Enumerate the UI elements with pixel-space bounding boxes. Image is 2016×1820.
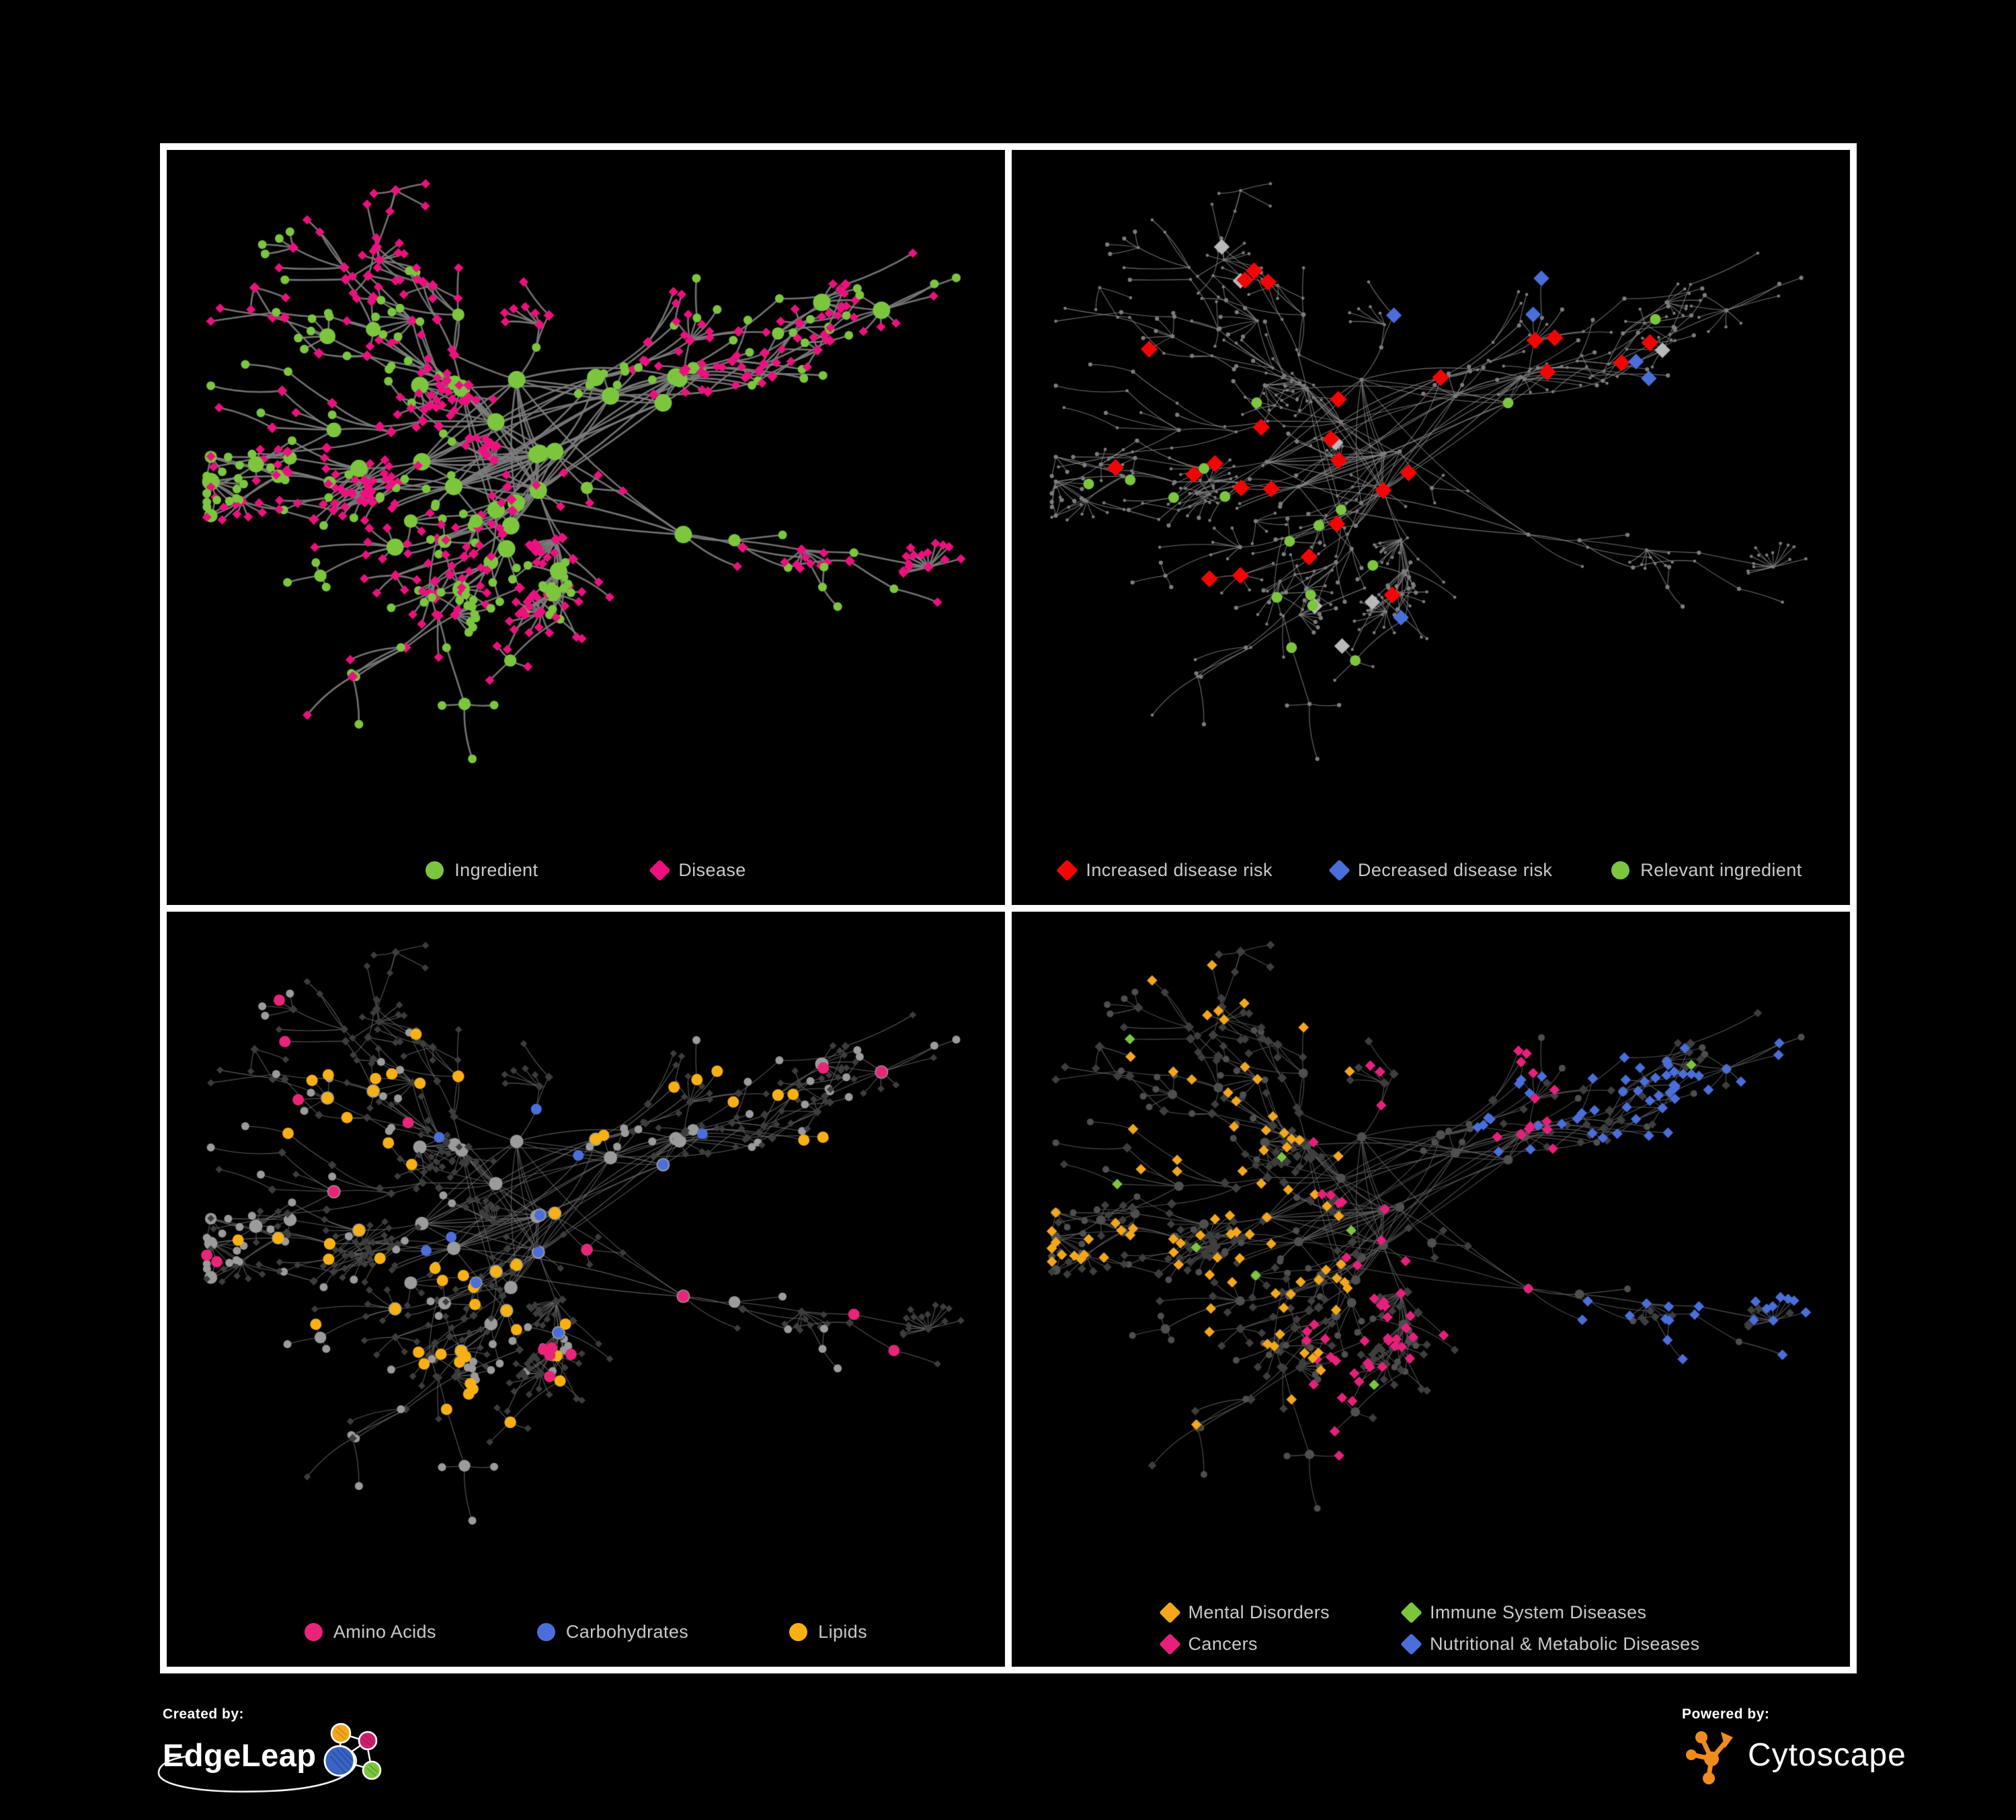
legend-marker-circle-icon xyxy=(426,861,444,879)
legend-label: Disease xyxy=(678,860,746,880)
legend-item: Cancers xyxy=(1158,1633,1258,1655)
edgeleap-credit: Created by: EdgeLeap xyxy=(157,1706,385,1793)
legend-marker-diamond-icon xyxy=(1158,1601,1181,1624)
edgeleap-logo: EdgeLeap xyxy=(157,1723,385,1793)
legend-item: Immune System Diseases xyxy=(1400,1601,1647,1624)
panel-disease-classes: Mental Disorders Immune System Diseases Ca… xyxy=(1012,912,1850,1667)
legend-disease-risk: Increased disease risk Decreased disease … xyxy=(1012,859,1850,881)
legend-label: Lipids xyxy=(818,1622,868,1642)
legend-disease-classes: Mental Disorders Immune System Diseases Ca… xyxy=(1158,1601,1700,1655)
legend-label: Decreased disease risk xyxy=(1357,860,1553,880)
panel-grid: Ingredient Disease Increased disease risk… xyxy=(160,143,1857,1673)
legend-marker-diamond-icon xyxy=(1158,1633,1181,1655)
edgeleap-wordmark: EdgeLeap xyxy=(163,1737,317,1773)
network-canvas-disease-risk xyxy=(1012,150,1850,831)
legend-nutrient-classes: Amino Acids Carbohydrates Lipids xyxy=(167,1622,1005,1643)
legend-marker-circle-icon xyxy=(1611,861,1630,879)
legend-item: Decreased disease risk xyxy=(1328,859,1553,881)
legend-label: Amino Acids xyxy=(333,1622,436,1642)
legend-item: Amino Acids xyxy=(304,1622,436,1643)
network-canvas-disease-classes xyxy=(1012,912,1850,1579)
network-canvas-nutrient-classes xyxy=(167,912,1005,1593)
panel-nutrient-classes: Amino Acids Carbohydrates Lipids xyxy=(167,912,1005,1667)
legend-marker-circle-icon xyxy=(536,1623,555,1641)
cytoscape-network-icon xyxy=(1686,1731,1733,1784)
legend-item: Ingredient xyxy=(426,860,538,881)
legend-label: Immune System Diseases xyxy=(1430,1602,1647,1622)
legend-label: Mental Disorders xyxy=(1188,1602,1330,1622)
cytoscape-wordmark: Cytoscape xyxy=(1748,1737,1906,1773)
cytoscape-logo: Cytoscape xyxy=(1682,1725,1906,1784)
legend-label: Ingredient xyxy=(454,860,538,880)
legend-marker-diamond-icon xyxy=(1400,1601,1422,1624)
created-by-label: Created by: xyxy=(163,1706,245,1722)
panel-ingredient-disease: Ingredient Disease xyxy=(167,150,1005,905)
legend-label: Carbohydrates xyxy=(565,1622,689,1642)
legend-marker-diamond-icon xyxy=(1400,1633,1422,1655)
edgeleap-network-icon xyxy=(323,1723,381,1780)
legend-label: Nutritional & Metabolic Diseases xyxy=(1430,1634,1700,1654)
powered-by-label: Powered by: xyxy=(1682,1706,1770,1722)
network-canvas-ingredient-disease xyxy=(167,150,1005,831)
legend-label: Cancers xyxy=(1188,1634,1258,1654)
legend-marker-diamond-icon xyxy=(1328,859,1350,881)
legend-marker-circle-icon xyxy=(304,1623,323,1641)
legend-marker-diamond-icon xyxy=(1056,859,1079,881)
legend-marker-circle-icon xyxy=(789,1623,808,1641)
legend-item: Increased disease risk xyxy=(1056,859,1273,881)
legend-item: Relevant ingredient xyxy=(1611,860,1802,881)
panel-disease-risk: Increased disease risk Decreased disease … xyxy=(1012,150,1850,905)
legend-ingredient-disease: Ingredient Disease xyxy=(167,859,1005,881)
legend-marker-diamond-icon xyxy=(649,859,672,881)
legend-item: Lipids xyxy=(789,1622,867,1643)
legend-item: Disease xyxy=(649,859,746,881)
legend-label: Increased disease risk xyxy=(1086,860,1273,880)
legend-label: Relevant ingredient xyxy=(1640,860,1802,880)
legend-item: Carbohydrates xyxy=(536,1622,689,1643)
legend-item: Nutritional & Metabolic Diseases xyxy=(1400,1633,1700,1655)
cytoscape-credit: Powered by: Cytoscape xyxy=(1682,1706,1906,1784)
legend-item: Mental Disorders xyxy=(1158,1601,1330,1624)
